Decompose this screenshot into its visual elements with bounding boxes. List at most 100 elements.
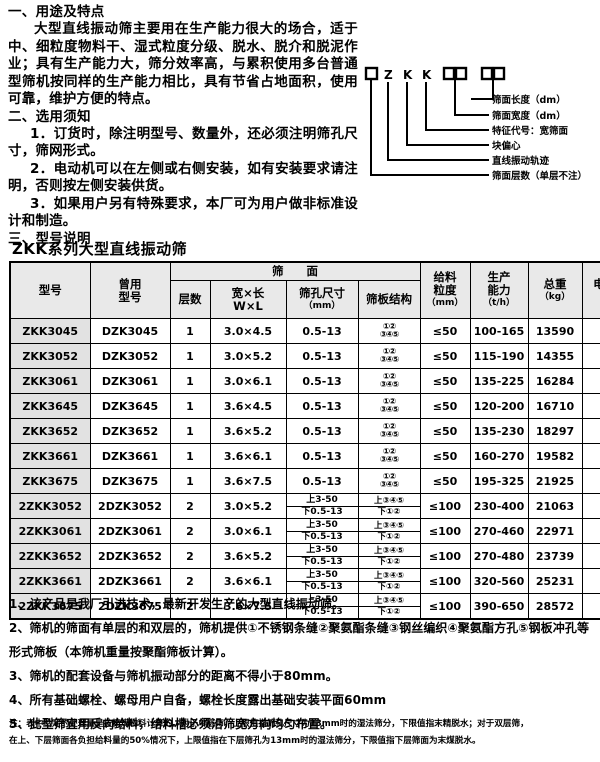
structure-row-2: ③④⑤: [379, 480, 400, 490]
structure-row-1: ①②: [382, 472, 396, 482]
cell-size: 3.0×5.2: [209, 493, 287, 519]
cell-capacity: 320-560: [469, 568, 529, 594]
notes-list: 1、该产品是我厂引进技术，最新开发生产的大型直线振动筛。 2、筛机的筛面有单层的…: [9, 592, 594, 736]
structure-bottom: 下①②: [358, 580, 420, 592]
cell-weight: 21063: [527, 493, 583, 519]
cell-model: ZKK3061: [9, 368, 91, 394]
cell-feed-size: ≤50: [419, 318, 471, 344]
cell-feed-size: ≤100: [419, 518, 471, 544]
cell-weight: 21925: [527, 468, 583, 494]
plate-structure-icon: 上③④⑤ 下①②: [358, 546, 420, 567]
cell-old-model: 2DZK3675: [89, 593, 171, 620]
cell-plate-structure: 上③④⑤ 下①②: [357, 543, 421, 569]
structure-bottom: 下①②: [358, 555, 420, 567]
cell-aperture: 0.5-13: [285, 418, 359, 444]
note-item: 5、此型筛宜用反向给料，给料槽必须沿筛宽方向均匀布置。: [9, 717, 333, 731]
table-row: ZKK3052 DZK3052 1 3.0×5.2 0.5-13 ①② ③④⑤ ≤50 115-…: [9, 343, 600, 369]
th-aperture: 筛孔尺寸 （mm）: [285, 280, 359, 319]
cell-feed-size: ≤100: [419, 568, 471, 594]
plate-structure-icon: ①② ③④⑤: [359, 322, 420, 340]
cell-old-model: DZK3045: [89, 318, 171, 344]
cell-capacity: 270-480: [469, 543, 529, 569]
footnote-line-1: 注：表中给定的处理量是按精煤物料计算的。对于单层筛，上限值指筛孔尺寸为13mm时…: [9, 719, 529, 729]
cell-old-model: 2DZK3061: [89, 518, 171, 544]
th-weight-l1: 总重: [543, 276, 567, 291]
cell-aperture: 上3-50 下0.5-13: [285, 593, 359, 620]
th-old-model-l1: 曾用: [118, 276, 142, 291]
structure-top: 上③④⑤: [373, 570, 405, 581]
cell-old-model: DZK3061: [89, 368, 171, 394]
cell-old-model: DZK3661: [89, 443, 171, 469]
cell-layers: 2: [169, 493, 211, 519]
cell-capacity: 270-460: [469, 518, 529, 544]
plate-structure-icon: 上③④⑤ 下①②: [358, 495, 420, 517]
svg-text:K: K: [422, 68, 432, 82]
note-item: 3、筛机的配套设备与筛机振动部分的距离不得小于80mm。: [9, 669, 338, 683]
cell-power: 37: [581, 343, 600, 369]
cell-feed-size: ≤100: [419, 543, 471, 569]
cell-weight: 19582: [527, 443, 583, 469]
leader-lines: [370, 79, 494, 176]
th-layers: 层数: [169, 280, 211, 319]
cell-power: 75: [581, 593, 600, 620]
th-power-l1: 电机功率: [593, 276, 600, 291]
cell-old-model: 2DZK3661: [89, 568, 171, 594]
cell-feed-size: ≤50: [419, 418, 471, 444]
th-feed: 给料 粒度 （mm）: [419, 261, 471, 319]
structure-row-2: ③④⑤: [379, 330, 400, 340]
cell-old-model: DZK3675: [89, 468, 171, 494]
note-item: 4、所有基础螺栓、螺母用户自备，螺栓长度露出基础安装平面60mm: [9, 693, 387, 707]
section-2-item-2: 2．电动机可以在左侧或右侧安装，如有安装要求请注明，否则按左侧安装供货。: [8, 160, 358, 195]
plate-structure-icon: ①② ③④⑤: [359, 347, 420, 365]
cell-power: 55: [581, 468, 600, 494]
structure-bottom: 下①②: [358, 605, 420, 617]
cell-feed-size: ≤50: [419, 368, 471, 394]
cell-size: 3.0×6.1: [209, 518, 287, 544]
aperture-bottom: 下0.5-13: [286, 580, 358, 593]
th-size-l1: 宽×长: [231, 285, 265, 300]
th-old-model: 曾用 型号: [89, 261, 171, 319]
cell-aperture: 0.5-13: [285, 368, 359, 394]
cell-layers: 1: [169, 393, 211, 419]
cell-weight: 16710: [527, 393, 583, 419]
table-header-row-1: 型号 曾用 型号 筛 面 给料 粒度 （mm） 生产 能力 （t/h）: [9, 261, 600, 319]
structure-top: 上③④⑤: [373, 495, 405, 506]
cell-capacity: 115-190: [469, 343, 529, 369]
cell-model: 2ZKK3661: [9, 568, 91, 594]
aperture-bottom: 下0.5-13: [286, 605, 358, 618]
cell-plate-structure: 上③④⑤ 下①②: [357, 593, 421, 620]
cell-old-model: 2DZK3052: [89, 493, 171, 519]
cell-plate-structure: ①② ③④⑤: [357, 393, 421, 419]
plate-structure-icon: ①② ③④⑤: [359, 372, 420, 390]
diagram-label-4: 直线振动轨迹: [492, 155, 550, 167]
spec-table-body: ZKK3045 DZK3045 1 3.0×4.5 0.5-13 ①② ③④⑤ ≤50 100-…: [9, 318, 600, 620]
cell-size: 3.0×5.2: [209, 343, 287, 369]
cell-power: 45: [581, 393, 600, 419]
table-row: ZKK3061 DZK3061 1 3.0×6.1 0.5-13 ①② ③④⑤ ≤50 135-…: [9, 368, 600, 394]
structure-row-1: ①②: [382, 322, 396, 332]
aperture-top: 上3-50: [306, 544, 338, 555]
cell-layers: 1: [169, 343, 211, 369]
structure-row-1: ①②: [382, 447, 396, 457]
cell-size: 3.6×7.5: [209, 593, 287, 620]
aperture-bottom: 下0.5-13: [286, 555, 358, 568]
plate-structure-icon: 上③④⑤ 下①②: [358, 596, 420, 617]
th-old-model-l2: 型号: [118, 289, 142, 304]
aperture-top: 上3-50: [306, 594, 338, 605]
cell-plate-structure: ①② ③④⑤: [357, 318, 421, 344]
plate-structure-icon: 上③④⑤ 下①②: [358, 570, 420, 592]
cell-power: 45: [581, 418, 600, 444]
cell-feed-size: ≤50: [419, 343, 471, 369]
model-designation-diagram: Z K K: [358, 66, 598, 188]
diagram-label-1: 筛面宽度（dm）: [492, 110, 566, 122]
spec-table: 型号 曾用 型号 筛 面 给料 粒度 （mm） 生产 能力 （t/h）: [9, 261, 600, 620]
label-dashes: [471, 98, 489, 176]
cell-old-model: DZK3645: [89, 393, 171, 419]
th-weight: 总重 （kg）: [527, 261, 583, 319]
cell-size: 3.6×4.5: [209, 393, 287, 419]
code-characters: Z K K: [364, 66, 506, 82]
cell-feed-size: ≤50: [419, 393, 471, 419]
svg-text:Z: Z: [384, 68, 393, 82]
cell-layers: 1: [169, 468, 211, 494]
